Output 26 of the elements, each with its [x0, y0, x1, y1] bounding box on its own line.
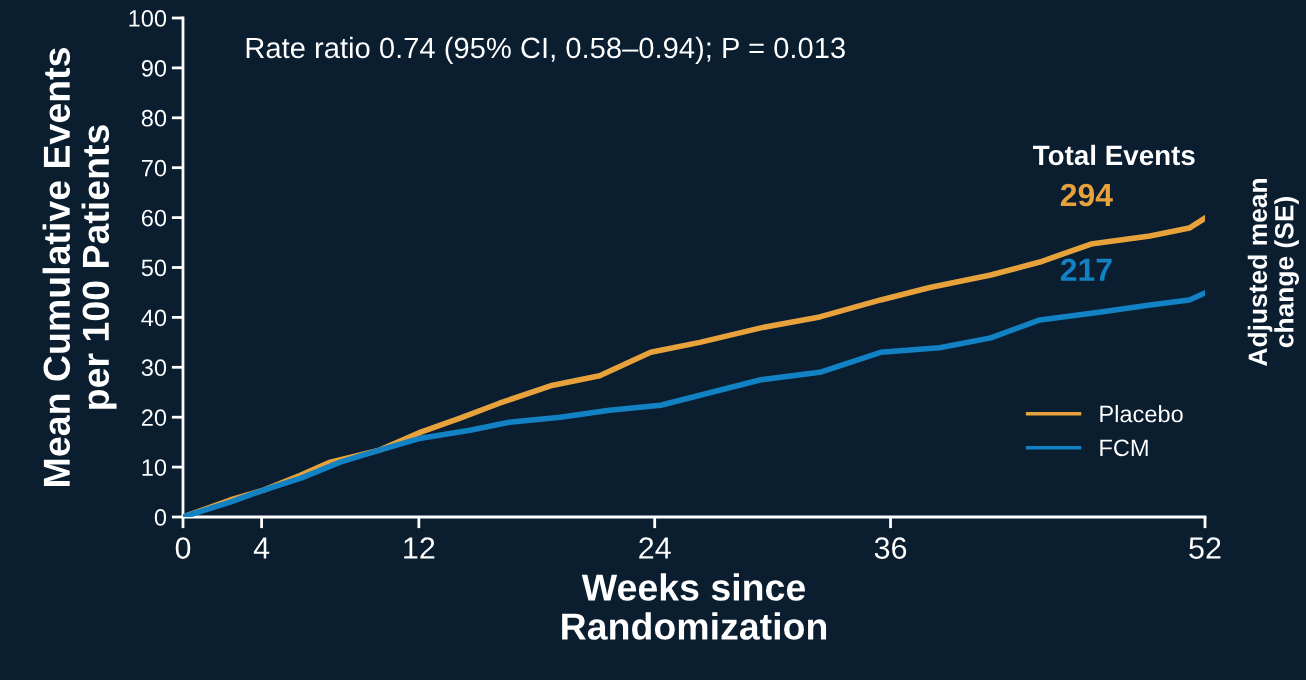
text: Adjusted mean change (SE) — [1247, 179, 1299, 366]
x-tick-label: 52 — [1189, 537, 1221, 559]
annotation: 217 — [1060, 258, 1112, 281]
annotation: 294 — [1060, 183, 1113, 207]
y-tick-label: 20 — [141, 409, 167, 426]
y-axis-title: Mean Cumulative Events per 100 Patients — [42, 48, 117, 486]
legend-label: Placebo — [1100, 404, 1183, 423]
annotation: Rate ratio 0.74 (95% CI, 0.58–0.94); P = 0.013 — [246, 36, 845, 65]
legend-label: FCM — [1100, 439, 1148, 457]
y-tick-label: 0 — [154, 509, 167, 526]
y-tick-label: 80 — [141, 109, 167, 127]
y-tick-label: 60 — [141, 209, 167, 227]
y-tick-label: 100 — [129, 10, 167, 27]
y-tick-label: 90 — [141, 59, 167, 77]
x-tick-label: 36 — [874, 537, 907, 559]
y-tick-label: 70 — [141, 159, 167, 177]
annotation: Total Events — [1033, 144, 1195, 166]
x-tick-label: 12 — [404, 537, 435, 559]
x-axis-title: Weeks since Randomization — [562, 573, 827, 640]
x-tick-label: 0 — [175, 537, 191, 559]
x-tick-label: 4 — [253, 537, 270, 559]
x-tick-label: 24 — [639, 537, 671, 559]
y-tick-label: 30 — [141, 359, 167, 377]
y-tick-label: 50 — [141, 259, 167, 277]
y-tick-label: 10 — [142, 459, 167, 476]
y-tick-label: 40 — [141, 309, 167, 327]
